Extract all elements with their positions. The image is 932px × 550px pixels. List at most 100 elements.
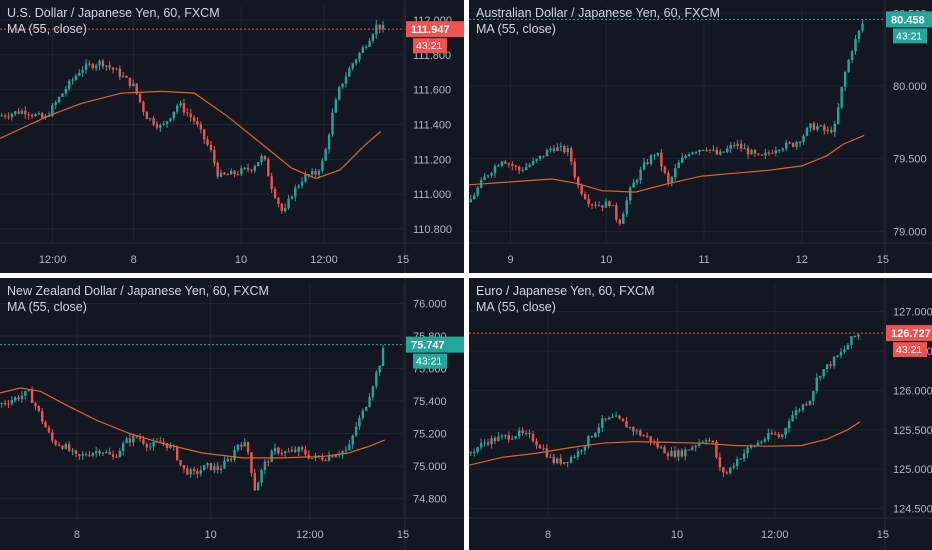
candle-body <box>351 63 354 69</box>
candle-body <box>507 163 511 165</box>
candle-body <box>822 369 825 377</box>
candle-body <box>270 176 273 189</box>
usdjpy-chart[interactable]: 110.800111.000111.200111.400111.600111.8… <box>0 0 464 273</box>
candle-body <box>812 123 816 130</box>
candle-body <box>674 168 677 178</box>
candle-body <box>142 101 145 112</box>
candle-body <box>497 165 500 167</box>
chart-panel-audjpy[interactable]: 79.00079.50080.00080.50091011121580.4584… <box>469 0 932 273</box>
candle-body <box>361 47 364 53</box>
candle-body <box>642 435 645 437</box>
candle-body <box>321 160 324 171</box>
candle-body <box>697 442 701 446</box>
candle-body <box>764 152 767 156</box>
candle-body <box>611 416 614 418</box>
usdjpy-indicator[interactable]: MA (55, close) <box>7 22 87 36</box>
y-tick-label: 111.000 <box>413 189 451 201</box>
eurjpy-indicator[interactable]: MA (55, close) <box>476 300 556 314</box>
candle-body <box>587 435 590 447</box>
nzdjpy-indicator[interactable]: MA (55, close) <box>7 300 87 314</box>
y-tick-label: 75.400 <box>413 396 447 408</box>
y-tick-label: 74.800 <box>413 494 447 506</box>
audjpy-indicator[interactable]: MA (55, close) <box>476 22 556 36</box>
candle-body <box>684 449 687 457</box>
candle-body <box>660 152 663 167</box>
nzdjpy-chart[interactable]: 74.80075.00075.20075.40075.60075.80076.0… <box>0 278 464 550</box>
candle-body <box>635 430 639 432</box>
countdown-tag <box>413 353 447 369</box>
audjpy-chart[interactable]: 79.00079.50080.00080.50091011121580.4584… <box>469 0 932 273</box>
candle-body <box>839 351 843 356</box>
candle-body <box>500 161 504 166</box>
candle-body <box>277 447 280 454</box>
candle-body <box>569 457 573 463</box>
candle-body <box>47 427 51 433</box>
countdown-tag <box>413 38 447 54</box>
candle-body <box>0 115 3 117</box>
candle-body <box>646 435 649 437</box>
candle-body <box>507 435 511 440</box>
candle-body <box>260 469 263 483</box>
countdown-label: 43:21 <box>416 40 442 52</box>
candle-body <box>712 149 715 151</box>
candle-body <box>327 134 331 150</box>
countdown-label: 43:21 <box>416 356 442 368</box>
candle-body <box>816 126 819 130</box>
candle-body <box>331 455 334 458</box>
y-tick-label: 125.000 <box>893 464 932 476</box>
candle-body <box>590 204 594 206</box>
candle-body <box>354 59 358 64</box>
candle-body <box>621 418 625 422</box>
candle-body <box>587 198 590 205</box>
candle-body <box>805 404 808 406</box>
y-tick-label: 79.500 <box>893 154 927 166</box>
candle-body <box>371 34 375 41</box>
candle-body <box>196 121 199 125</box>
candle-body <box>169 118 172 122</box>
candle-body <box>125 438 128 444</box>
candle-body <box>705 150 708 152</box>
candle-body <box>91 453 94 456</box>
last-price-tag <box>886 11 932 28</box>
candle-body <box>542 155 545 157</box>
candle-body <box>240 444 243 447</box>
candle-body <box>37 113 40 115</box>
candle-body <box>152 118 155 125</box>
ma-line <box>469 421 861 466</box>
candle-body <box>857 30 861 39</box>
candle-body <box>14 111 17 114</box>
candle-body <box>843 72 847 87</box>
candle-body <box>81 454 84 456</box>
candle-body <box>311 171 314 175</box>
candle-body <box>497 436 500 442</box>
candle-body <box>111 454 115 457</box>
candle-body <box>479 442 483 448</box>
candle-body <box>287 198 290 209</box>
nzdjpy-title: New Zealand Dollar / Japanese Yen, 60, F… <box>7 284 269 298</box>
ma-line <box>0 90 382 180</box>
candle-body <box>223 460 226 469</box>
candle-body <box>105 452 108 454</box>
chart-panel-nzdjpy[interactable]: 74.80075.00075.20075.40075.60075.80076.0… <box>0 278 464 550</box>
candle-body <box>203 465 206 471</box>
last-price-label: 126.727 <box>891 328 931 340</box>
candle-body <box>511 163 514 166</box>
candle-body <box>756 442 760 446</box>
x-tick-label: 12 <box>796 254 808 266</box>
candle-body <box>556 146 559 151</box>
candle-body <box>524 166 528 171</box>
candle-body <box>226 459 229 461</box>
candle-body <box>368 40 371 47</box>
chart-panel-eurjpy[interactable]: 124.500125.000125.500126.000126.500127.0… <box>469 278 932 550</box>
candle-body <box>199 124 202 130</box>
candle-body <box>368 397 371 408</box>
candle-body <box>246 167 250 170</box>
candle-body <box>809 123 812 128</box>
candle-body <box>152 441 155 447</box>
eurjpy-chart[interactable]: 124.500125.000125.500126.000126.500127.0… <box>469 278 932 550</box>
chart-panel-usdjpy[interactable]: 110.800 111.000 111.200 111.400 111.600 111.8… <box>0 0 464 273</box>
candle-body <box>365 407 368 411</box>
candle-body <box>843 349 846 352</box>
candle-body <box>199 470 202 474</box>
candle-body <box>559 458 562 464</box>
